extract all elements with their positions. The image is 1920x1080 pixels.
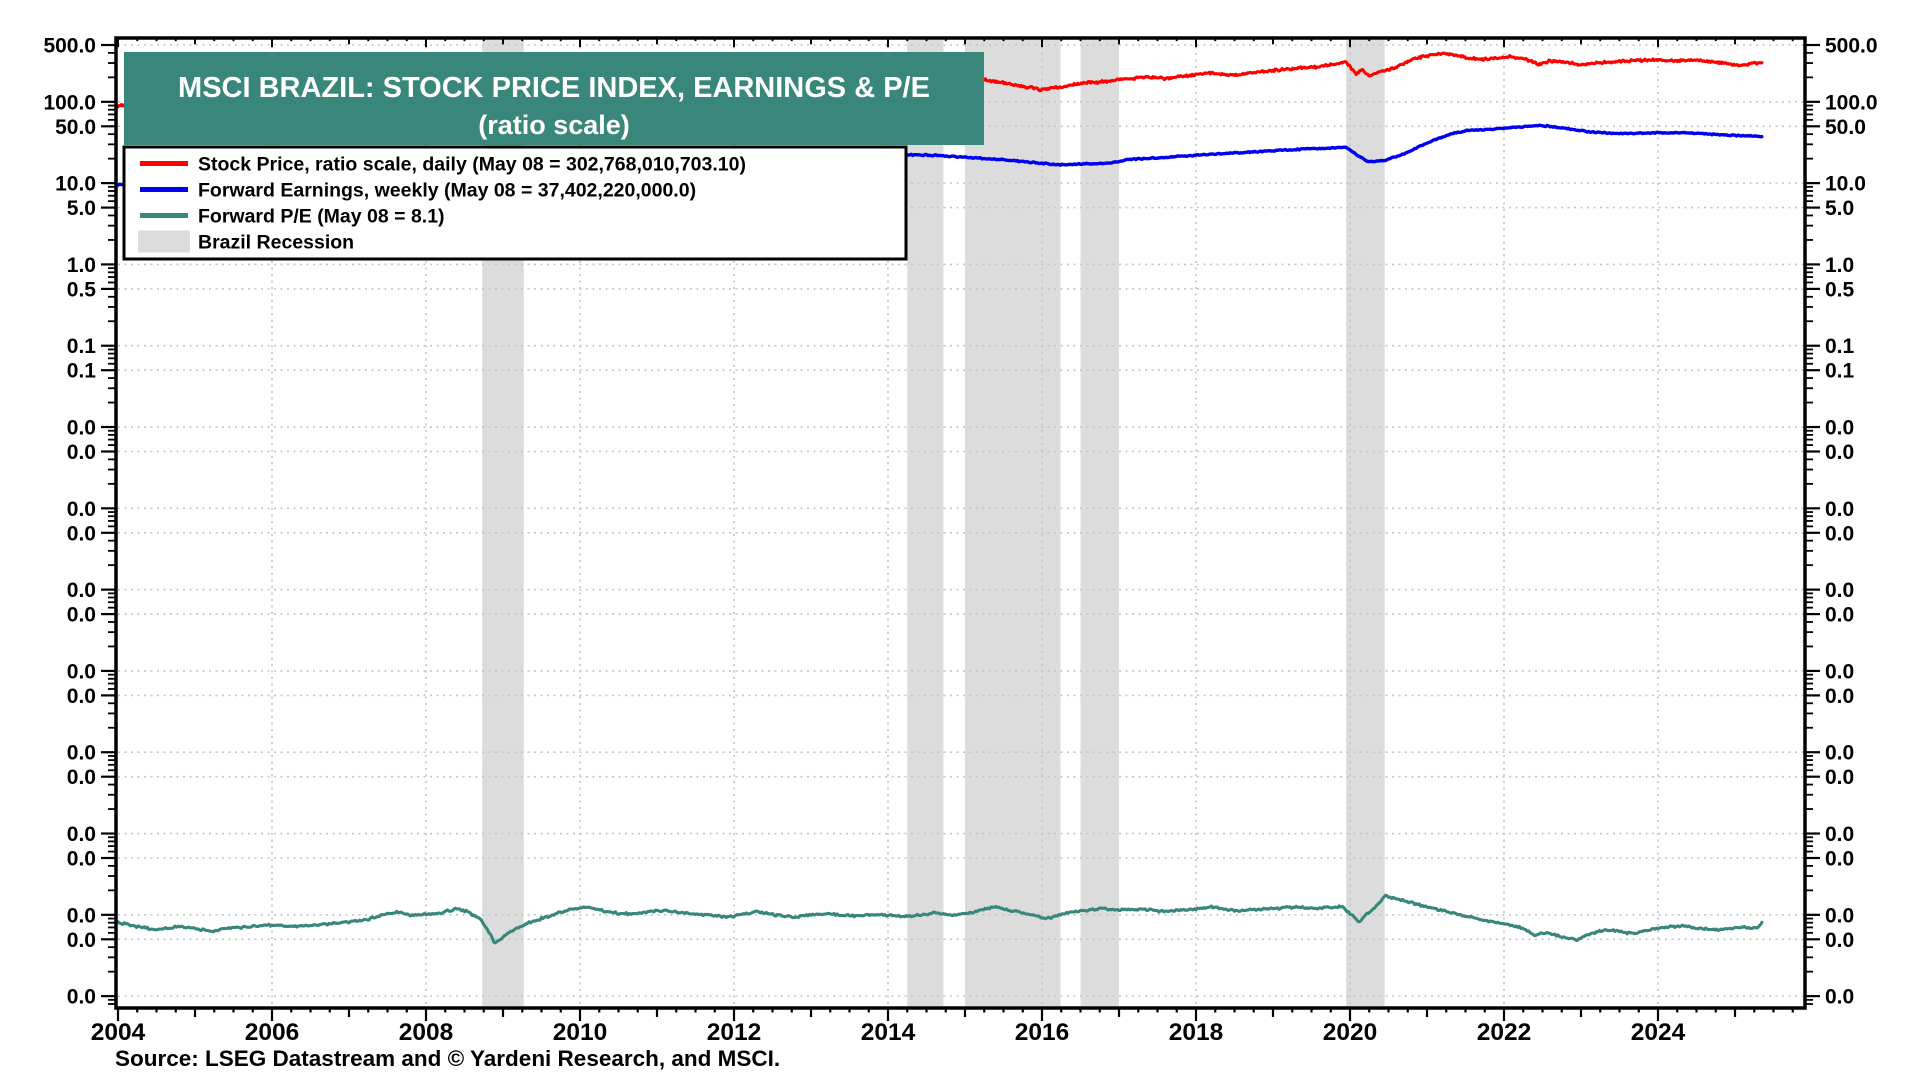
x-axis-label: 2016	[1015, 1019, 1070, 1046]
y-axis-label: 0.0	[67, 904, 96, 927]
recession-band	[1080, 40, 1119, 1006]
gridlines	[118, 40, 1803, 1006]
y-axis-label: 0.0	[1825, 742, 1854, 765]
y-axis-label: 0.0	[1825, 823, 1854, 846]
x-axis-label: 2012	[707, 1019, 762, 1046]
recession-band	[965, 40, 1061, 1006]
y-axis-label: 0.0	[67, 986, 96, 1009]
y-axis-label: 0.0	[1825, 660, 1854, 683]
y-axis-label: 0.0	[1825, 986, 1854, 1009]
y-axis-label: 0.0	[1825, 579, 1854, 602]
title-box-background	[124, 52, 984, 145]
y-axis-label: 0.0	[1825, 417, 1854, 440]
y-axis-label: 0.0	[67, 441, 96, 464]
y-axis-label: 0.0	[67, 823, 96, 846]
y-axis-label: 0.0	[67, 742, 96, 765]
x-axis-bottom: 2004 2006 2008 2010 2012 2014 2016 2018 2020 2022…	[91, 1008, 1794, 1046]
y-axis-label: 10.0	[1825, 173, 1866, 196]
y-axis-label: 0.0	[1825, 929, 1854, 952]
recession-band	[907, 40, 944, 1006]
x-axis-label: 2006	[245, 1019, 300, 1046]
y-axis-label: 0.1	[67, 335, 97, 358]
y-axis-right: 500.0100.050.010.05.01.00.50.10.10.00.00…	[1805, 35, 1878, 1009]
y-axis-label: 50.0	[1825, 116, 1866, 139]
y-axis-label: 0.1	[67, 360, 97, 383]
y-axis-label: 0.5	[1825, 278, 1855, 301]
y-axis-label: 0.0	[67, 685, 96, 708]
y-axis-left: 500.0100.050.010.05.01.00.50.10.10.00.00…	[43, 35, 116, 1009]
legend-label: Brazil Recession	[198, 232, 354, 254]
title-box: MSCI BRAZIL: STOCK PRICE INDEX, EARNINGS…	[124, 52, 984, 145]
x-axis-label: 2022	[1477, 1019, 1532, 1046]
x-axis-label: 2010	[553, 1019, 608, 1046]
y-axis-label: 0.0	[67, 848, 96, 871]
y-axis-label: 50.0	[55, 116, 96, 139]
x-axis-label: 2008	[399, 1019, 454, 1046]
y-axis-label: 1.0	[67, 254, 96, 277]
y-axis-label: 100.0	[1825, 91, 1878, 114]
y-axis-label: 0.0	[1825, 604, 1854, 627]
y-axis-label: 500.0	[43, 35, 96, 58]
chart-title: MSCI BRAZIL: STOCK PRICE INDEX, EARNINGS…	[178, 72, 930, 104]
x-axis-label: 2020	[1323, 1019, 1378, 1046]
y-axis-label: 5.0	[1825, 197, 1854, 220]
y-axis-label: 0.0	[67, 660, 96, 683]
y-axis-label: 1.0	[1825, 254, 1854, 277]
y-axis-label: 0.0	[67, 604, 96, 627]
y-axis-label: 0.1	[1825, 335, 1855, 358]
plot-frame	[114, 36, 1807, 1010]
y-axis-label: 0.5	[67, 278, 97, 301]
source-note: Source: LSEG Datastream and © Yardeni Re…	[115, 1046, 780, 1071]
y-axis-label: 0.0	[1825, 441, 1854, 464]
y-axis-label: 0.0	[67, 417, 96, 440]
legend-box	[122, 145, 908, 261]
y-axis-label: 0.0	[67, 579, 96, 602]
chart-subtitle: (ratio scale)	[478, 110, 630, 140]
legend-label: Stock Price, ratio scale, daily (May 08 …	[198, 154, 746, 176]
y-axis-label: 0.0	[67, 929, 96, 952]
y-axis-label: 0.0	[1825, 685, 1854, 708]
y-axis-label: 0.0	[1825, 848, 1854, 871]
y-axis-label: 500.0	[1825, 35, 1878, 58]
y-axis-label: 10.0	[55, 173, 96, 196]
y-axis-label: 0.0	[67, 766, 96, 789]
y-axis-label: 0.0	[1825, 498, 1854, 521]
legend-label: Forward Earnings, weekly (May 08 = 37,40…	[198, 180, 696, 202]
y-axis-label: 0.0	[1825, 904, 1854, 927]
y-axis-label: 100.0	[43, 91, 96, 114]
legend-recession_band-swatch	[138, 230, 190, 253]
x-axis-label: 2024	[1631, 1019, 1686, 1046]
legend-label: Forward P/E (May 08 = 8.1)	[198, 206, 445, 228]
x-axis-label: 2004	[91, 1019, 146, 1046]
y-axis-label: 0.0	[1825, 766, 1854, 789]
x-axis-label: 2018	[1169, 1019, 1224, 1046]
y-axis-label: 5.0	[67, 197, 96, 220]
y-axis-label: 0.0	[67, 498, 96, 521]
x-axis-top	[117, 38, 1794, 48]
legend: Stock Price, ratio scale, daily (May 08 …	[122, 145, 908, 261]
y-axis-label: 0.1	[1825, 360, 1855, 383]
forward-pe-line	[117, 893, 1764, 945]
y-axis-label: 0.0	[1825, 522, 1854, 545]
y-axis-label: 0.0	[67, 522, 96, 545]
x-axis-label: 2014	[861, 1019, 916, 1046]
recession-band	[1346, 40, 1385, 1006]
